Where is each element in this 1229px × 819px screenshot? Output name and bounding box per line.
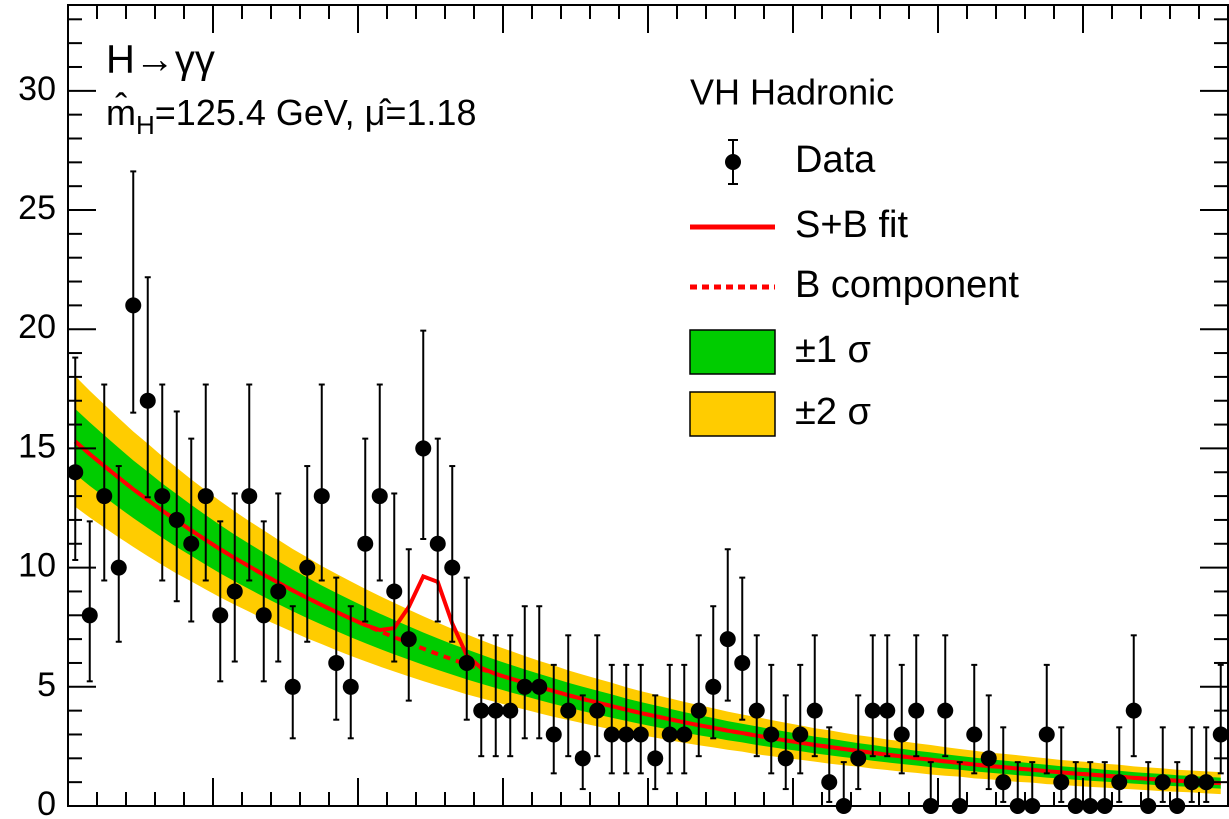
chart-title: H→γγ [106, 38, 215, 82]
data-point [168, 511, 185, 528]
data-point [1038, 726, 1055, 743]
data-point [212, 607, 229, 624]
legend-band2 [689, 391, 776, 437]
data-point [473, 702, 490, 719]
data-point [864, 702, 881, 719]
data-point [748, 702, 765, 719]
data-point [487, 702, 504, 719]
data-point [183, 535, 200, 552]
data-point [995, 774, 1012, 791]
data-point [299, 559, 316, 576]
data-point [792, 726, 809, 743]
data-point [444, 559, 461, 576]
data-point [1154, 774, 1171, 791]
legend-band1 [689, 329, 776, 375]
y-tick-label: 25 [18, 189, 56, 227]
data-point [125, 297, 142, 314]
data-point [241, 488, 258, 505]
data-point [966, 726, 983, 743]
data-point [705, 678, 722, 695]
data-point [937, 702, 954, 719]
data-point [154, 488, 171, 505]
y-tick-label: 5 [37, 666, 56, 704]
data-point [589, 702, 606, 719]
data-point [763, 726, 780, 743]
data-point [1053, 774, 1070, 791]
data-point [618, 726, 635, 743]
data-point [516, 678, 533, 695]
data-point [734, 654, 751, 671]
data-point [647, 750, 664, 767]
data-point [226, 583, 243, 600]
data-point [690, 702, 707, 719]
legend-label: B component [795, 264, 1019, 306]
y-tick-label: 0 [37, 785, 56, 819]
legend-label: ±1 σ [795, 329, 871, 371]
data-point [661, 726, 678, 743]
data-point [1125, 702, 1142, 719]
data-point [676, 726, 693, 743]
y-tick-label: 20 [18, 308, 56, 346]
data-point [357, 535, 374, 552]
annotation: m̂H=125.4 GeV, μ̂=1.18 [106, 91, 476, 140]
data-point [502, 702, 519, 719]
data-point [850, 750, 867, 767]
data-point [531, 678, 548, 695]
data-point [96, 488, 113, 505]
data-point [458, 654, 475, 671]
data-point [415, 440, 432, 457]
data-point [574, 750, 591, 767]
data-point [386, 583, 403, 600]
data-point [284, 678, 301, 695]
bands [73, 376, 1221, 795]
data-point [908, 702, 925, 719]
data-point [1183, 774, 1200, 791]
data-point [821, 774, 838, 791]
marks [67, 170, 1229, 814]
data-point [603, 726, 620, 743]
y-tick-label: 10 [18, 547, 56, 585]
data-point [110, 559, 127, 576]
data-point [806, 702, 823, 719]
data-point [197, 488, 214, 505]
data-point [371, 488, 388, 505]
data-point [777, 750, 794, 767]
data-point [1198, 774, 1215, 791]
data-point [632, 726, 649, 743]
data-point [1111, 774, 1128, 791]
data-point [313, 488, 330, 505]
y-tick-label: 30 [18, 70, 56, 108]
data-point [980, 750, 997, 767]
data-point [255, 607, 272, 624]
data-point [719, 631, 736, 648]
data-point [328, 654, 345, 671]
sb-fit-line [73, 439, 1221, 786]
data-point [81, 607, 98, 624]
data-point [139, 392, 156, 409]
annotation-part: =125.4 GeV, μ̂=1.18 [155, 92, 477, 133]
data-point [879, 702, 896, 719]
annotation-part: m̂ [106, 91, 136, 133]
data-point [429, 535, 446, 552]
data-point [270, 583, 287, 600]
y-tick-label: 15 [18, 427, 56, 465]
legend-data-marker [725, 154, 741, 170]
legend-label: S+B fit [795, 204, 908, 246]
data-point [400, 631, 417, 648]
data-point [560, 702, 577, 719]
data-point [893, 726, 910, 743]
annotation-sub: H [136, 110, 155, 140]
legend-label: ±2 σ [795, 391, 871, 433]
legend-label: Data [795, 139, 876, 181]
data-point [545, 726, 562, 743]
data-point [342, 678, 359, 695]
legend-title: VH Hadronic [690, 72, 894, 113]
